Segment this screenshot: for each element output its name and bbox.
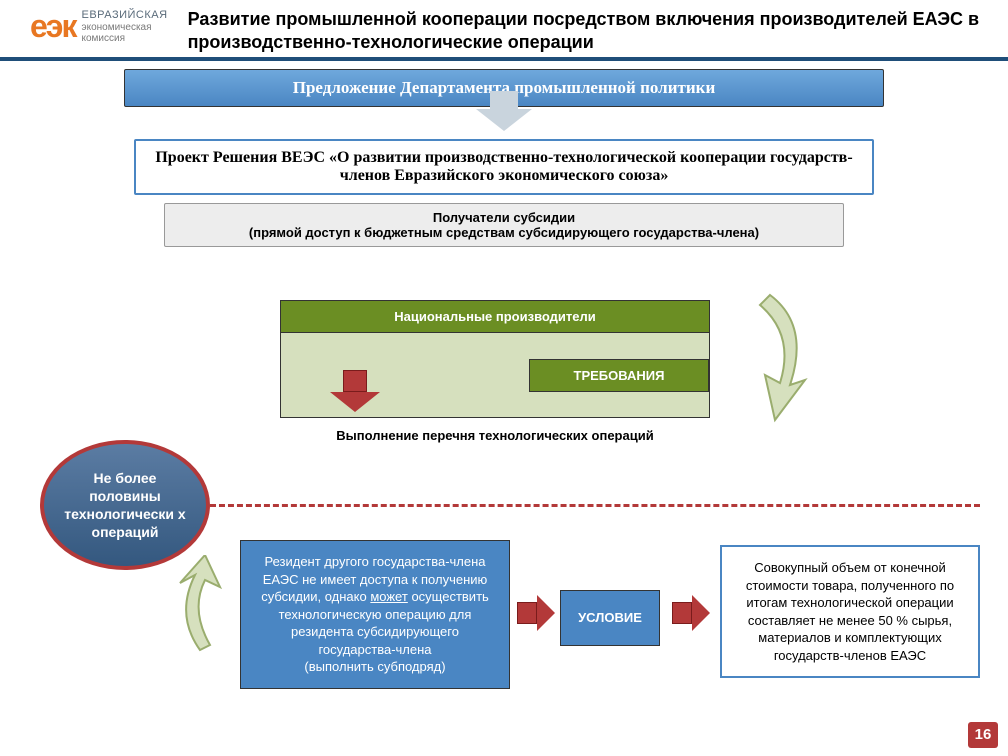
- red-arrow-down-icon: [330, 370, 380, 410]
- banner-recipients: Получатели субсидии (прямой доступ к бюд…: [164, 203, 844, 247]
- curved-arrow-up-icon: [170, 555, 230, 655]
- banner-project: Проект Решения ВЕЭС «О развитии производ…: [134, 139, 874, 195]
- constraint-oval: Не более половины технологически х опера…: [40, 440, 210, 570]
- page-number: 16: [968, 722, 998, 748]
- condition-box: УСЛОВИЕ: [560, 590, 660, 646]
- red-arrow-right-icon: [517, 595, 557, 635]
- requirements-label: ТРЕБОВАНИЯ: [529, 359, 709, 392]
- logo: еэк ЕВРАЗИЙСКАЯ экономическая комиссия: [30, 8, 168, 45]
- dashed-divider: [210, 504, 980, 507]
- arrow-down-icon: [476, 109, 532, 131]
- page-title: Развитие промышленной кооперации посредс…: [188, 8, 988, 53]
- result-box: Совокупный объем от конечной стоимости т…: [720, 545, 980, 678]
- execution-text: Выполнение перечня технологических опера…: [280, 418, 710, 455]
- curved-arrow-icon: [720, 285, 820, 425]
- logo-mark: еэк: [30, 8, 75, 45]
- resident-box: Резидент другого государства-члена ЕАЭС …: [240, 540, 510, 689]
- logo-text: ЕВРАЗИЙСКАЯ экономическая комиссия: [81, 9, 167, 43]
- national-producers: Национальные производители: [280, 300, 710, 333]
- header: еэк ЕВРАЗИЙСКАЯ экономическая комиссия Р…: [0, 0, 1008, 61]
- red-arrow-right-icon: [672, 595, 712, 635]
